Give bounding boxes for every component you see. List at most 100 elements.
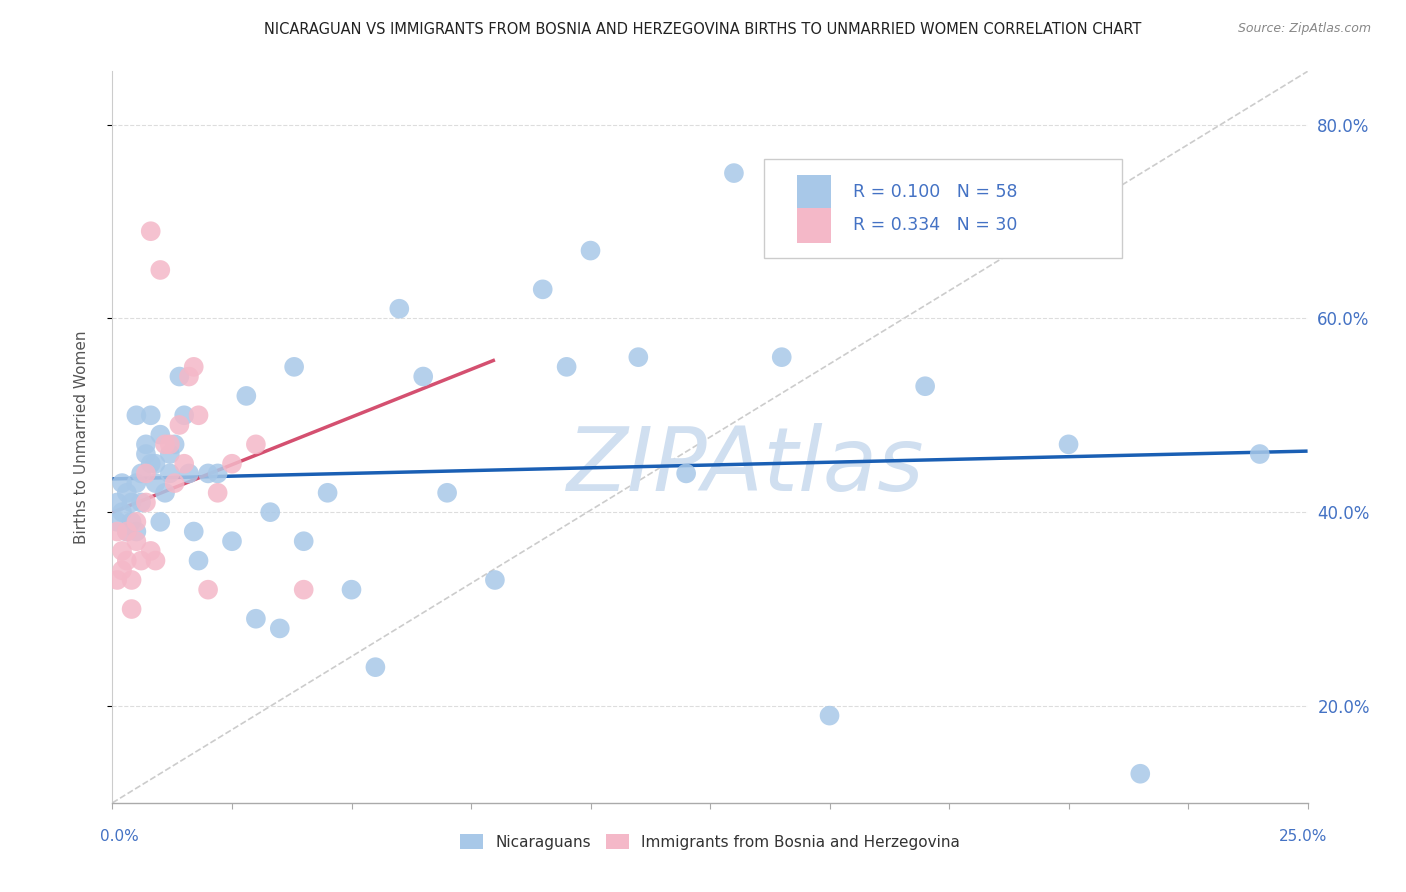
Point xyxy=(183,359,205,374)
Point xyxy=(115,553,138,567)
Bar xyxy=(797,175,831,211)
Point xyxy=(207,467,229,481)
Point xyxy=(125,515,148,529)
Point xyxy=(121,573,143,587)
Point xyxy=(139,224,162,238)
Point xyxy=(115,524,138,539)
Point xyxy=(187,553,209,567)
Point xyxy=(316,485,339,500)
Point xyxy=(292,582,315,597)
Point xyxy=(145,476,167,491)
Point xyxy=(135,447,157,461)
Point xyxy=(364,660,387,674)
Point xyxy=(412,369,434,384)
Text: R = 0.100   N = 58: R = 0.100 N = 58 xyxy=(853,183,1018,201)
Point xyxy=(388,301,411,316)
Point xyxy=(177,467,200,481)
Point xyxy=(723,166,745,180)
Point xyxy=(914,379,936,393)
Point xyxy=(292,534,315,549)
Point xyxy=(177,369,200,384)
Point xyxy=(153,485,176,500)
Point xyxy=(221,534,243,549)
Point xyxy=(111,476,134,491)
Point xyxy=(121,495,143,509)
Point xyxy=(1057,437,1080,451)
Point xyxy=(169,417,191,432)
Point xyxy=(139,457,162,471)
Point xyxy=(259,505,281,519)
Point xyxy=(135,495,157,509)
Point xyxy=(555,359,578,374)
Point xyxy=(818,708,841,723)
Point xyxy=(149,263,172,277)
Point xyxy=(245,612,267,626)
Point xyxy=(129,553,152,567)
FancyBboxPatch shape xyxy=(763,159,1122,258)
Point xyxy=(135,437,157,451)
Point xyxy=(159,437,181,451)
Point xyxy=(125,476,148,491)
Legend: Nicaraguans, Immigrants from Bosnia and Herzegovina: Nicaraguans, Immigrants from Bosnia and … xyxy=(453,826,967,857)
Point xyxy=(145,457,167,471)
Point xyxy=(159,447,181,461)
Point xyxy=(245,437,267,451)
Point xyxy=(105,524,128,539)
Point xyxy=(115,524,138,539)
Point xyxy=(163,476,186,491)
Point xyxy=(187,409,209,423)
Point xyxy=(149,427,172,442)
Point xyxy=(269,622,291,636)
Point xyxy=(105,495,128,509)
Point xyxy=(770,350,793,364)
Point xyxy=(125,524,148,539)
Point xyxy=(163,437,186,451)
Point xyxy=(121,602,143,616)
Point xyxy=(129,495,152,509)
Point xyxy=(207,485,229,500)
Text: NICARAGUAN VS IMMIGRANTS FROM BOSNIA AND HERZEGOVINA BIRTHS TO UNMARRIED WOMEN C: NICARAGUAN VS IMMIGRANTS FROM BOSNIA AND… xyxy=(264,22,1142,37)
Point xyxy=(283,359,305,374)
Point xyxy=(153,437,176,451)
Point xyxy=(111,505,134,519)
Point xyxy=(145,553,167,567)
Y-axis label: Births to Unmarried Women: Births to Unmarried Women xyxy=(75,330,89,544)
Point xyxy=(173,457,195,471)
Point xyxy=(531,282,554,296)
Point xyxy=(221,457,243,471)
Point xyxy=(197,467,219,481)
Point xyxy=(675,467,697,481)
Point xyxy=(111,563,134,577)
Point xyxy=(149,515,172,529)
Text: ZIPAtlas: ZIPAtlas xyxy=(567,424,925,509)
Point xyxy=(125,534,148,549)
Point xyxy=(111,544,134,558)
Point xyxy=(129,467,152,481)
Text: R = 0.334   N = 30: R = 0.334 N = 30 xyxy=(853,216,1018,234)
Point xyxy=(627,350,650,364)
Point xyxy=(121,515,143,529)
Point xyxy=(105,515,128,529)
Point xyxy=(159,467,181,481)
Point xyxy=(125,409,148,423)
Point xyxy=(340,582,363,597)
Point xyxy=(135,467,157,481)
Bar xyxy=(797,208,831,244)
Point xyxy=(235,389,257,403)
Text: Source: ZipAtlas.com: Source: ZipAtlas.com xyxy=(1237,22,1371,36)
Point xyxy=(169,369,191,384)
Point xyxy=(484,573,506,587)
Point xyxy=(105,573,128,587)
Point xyxy=(139,409,162,423)
Point xyxy=(1249,447,1271,461)
Text: 25.0%: 25.0% xyxy=(1279,830,1327,844)
Point xyxy=(579,244,602,258)
Text: 0.0%: 0.0% xyxy=(100,830,139,844)
Point xyxy=(197,582,219,597)
Point xyxy=(115,485,138,500)
Point xyxy=(436,485,458,500)
Point xyxy=(139,544,162,558)
Point xyxy=(183,524,205,539)
Point xyxy=(173,409,195,423)
Point xyxy=(1129,766,1152,780)
